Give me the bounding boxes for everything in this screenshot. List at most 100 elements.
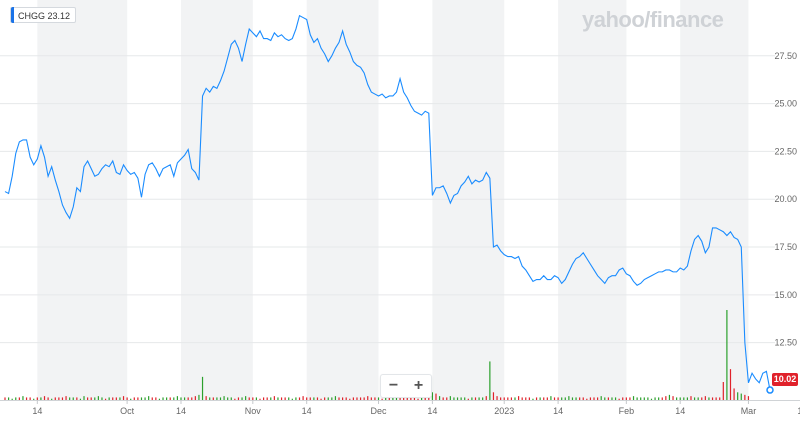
zoom-in-button[interactable]: + xyxy=(413,377,424,394)
volume-bar xyxy=(298,397,301,400)
volume-bar xyxy=(431,392,433,400)
volume-bar xyxy=(209,397,211,400)
volume-bar xyxy=(158,398,161,400)
volume-bar xyxy=(625,397,627,400)
x-tick-label: Mar xyxy=(741,406,757,416)
volume-bar xyxy=(148,396,150,400)
volume-bar xyxy=(245,396,247,400)
volume-bar xyxy=(747,396,750,400)
volume-bar xyxy=(424,397,426,400)
volume-bar xyxy=(740,393,742,400)
volume-bar xyxy=(291,398,293,400)
x-tick-label: 14 xyxy=(797,406,800,416)
volume-bar xyxy=(517,396,520,400)
volume-bar xyxy=(543,397,545,400)
volume-bar xyxy=(219,397,222,400)
volume-bar xyxy=(126,397,128,400)
volume-bar xyxy=(528,397,530,400)
volume-bar xyxy=(395,396,398,400)
volume-bar xyxy=(474,397,477,400)
volume-bar xyxy=(173,397,175,400)
volume-bar xyxy=(582,397,584,400)
volume-bar xyxy=(313,397,315,400)
volume-bar xyxy=(345,397,347,400)
price-line[interactable] xyxy=(4,14,771,391)
volume-bar xyxy=(255,397,258,400)
volume-bar xyxy=(7,397,10,400)
volume-bar xyxy=(130,398,132,400)
volume-bar xyxy=(309,397,311,400)
volume-bar xyxy=(356,397,358,400)
volume-bar xyxy=(722,382,724,400)
ticker-value: 23.12 xyxy=(47,11,71,21)
volume-bar xyxy=(456,397,459,400)
volume-bar xyxy=(704,396,706,400)
volume-bar xyxy=(686,397,688,400)
volume-bar xyxy=(579,397,581,400)
volume-bar xyxy=(676,397,678,400)
y-axis: 27.50 25.00 22.50 20.00 17.50 15.00 12.50 xyxy=(774,51,797,348)
y-tick-label: 20.00 xyxy=(774,194,797,204)
volume-bar xyxy=(417,398,419,400)
volume-bar xyxy=(108,397,110,400)
x-tick-label: Feb xyxy=(619,406,635,416)
volume-bar xyxy=(503,397,505,400)
volume-bar xyxy=(521,397,523,400)
volume-bar xyxy=(320,398,322,400)
volume-bar xyxy=(248,397,250,400)
volume-bar xyxy=(54,397,56,400)
volume-bar xyxy=(69,397,71,400)
half-month-band xyxy=(558,0,627,400)
volume-bar xyxy=(665,396,667,400)
volume-bar xyxy=(316,397,319,400)
volume-bar xyxy=(367,396,369,400)
volume-bar xyxy=(453,397,455,400)
y-tick-label: 22.50 xyxy=(774,146,797,156)
month-bands xyxy=(37,0,749,400)
volume-bar xyxy=(650,398,653,400)
volume-bar xyxy=(359,397,362,400)
volume-bar xyxy=(237,397,240,400)
yahoo-finance-logo: yahoo/finance xyxy=(582,7,724,32)
volume-bar xyxy=(708,397,710,400)
volume-bar xyxy=(270,397,272,400)
y-tick-label: 17.50 xyxy=(774,242,797,252)
volume-bar xyxy=(201,376,204,400)
volume-bar xyxy=(690,396,692,400)
last-price-dot xyxy=(766,386,774,394)
volume-bar xyxy=(614,397,617,400)
volume-bar xyxy=(403,397,405,400)
volume-bar xyxy=(478,397,480,400)
volume-bar xyxy=(151,397,153,400)
volume-bar xyxy=(525,397,527,400)
volume-bar xyxy=(133,397,135,400)
volume-bar xyxy=(284,397,286,400)
volume-bar xyxy=(234,398,236,400)
volume-bar xyxy=(632,396,635,400)
volume-bar xyxy=(115,397,117,400)
volume-bar xyxy=(180,397,182,400)
volume-bar xyxy=(611,397,613,400)
volume-bar xyxy=(435,393,437,400)
volume-bar xyxy=(701,397,703,400)
zoom-out-button[interactable]: − xyxy=(388,377,399,394)
ticker-legend[interactable]: CHGG 23.12 xyxy=(10,7,77,23)
volume-bar xyxy=(87,397,89,400)
volume-bar xyxy=(216,397,218,400)
volume-bar xyxy=(568,396,570,400)
volume-bar xyxy=(737,392,739,400)
volume-bar xyxy=(388,397,390,400)
x-tick-label: Nov xyxy=(245,406,262,416)
volume-bar xyxy=(446,397,448,400)
volume-bar xyxy=(122,396,125,400)
volume-bar xyxy=(334,396,337,400)
last-price-badge: 10.02 xyxy=(772,373,798,386)
volume-bar xyxy=(47,397,49,400)
volume-bar xyxy=(137,397,139,400)
half-month-band xyxy=(680,0,749,400)
volume-bar xyxy=(428,397,430,400)
volume-bar xyxy=(155,397,157,400)
volume-bar xyxy=(288,397,290,400)
